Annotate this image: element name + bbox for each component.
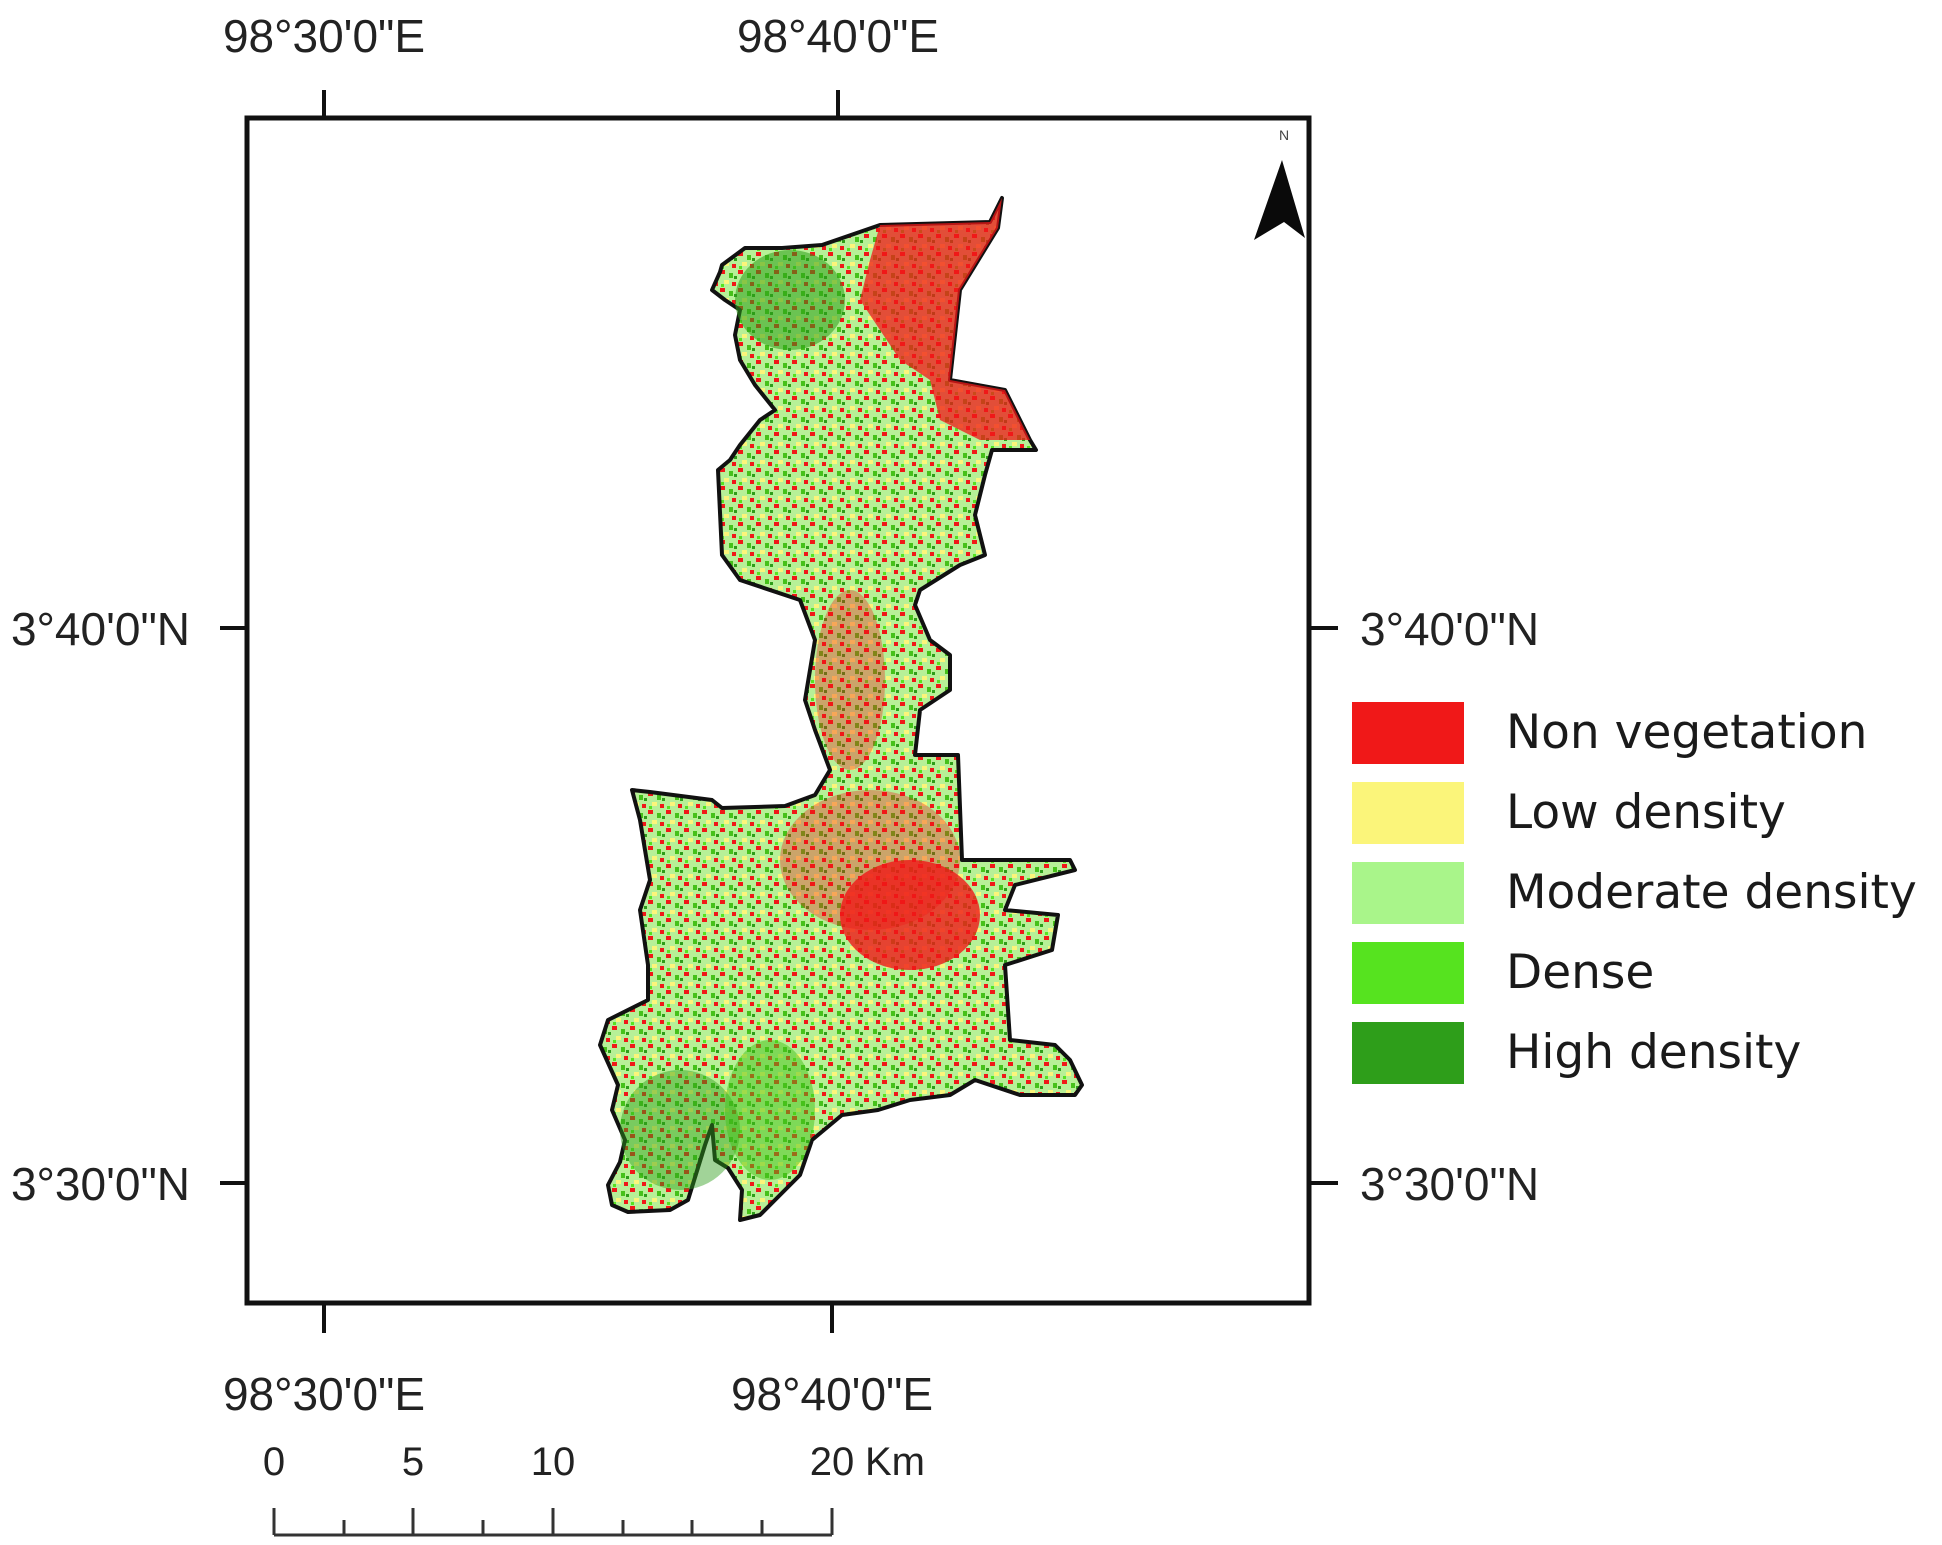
legend-swatch-high-density (1352, 1022, 1464, 1084)
high-density-southwest (620, 1070, 740, 1190)
legend-item-high-density: High density (1352, 1022, 1801, 1084)
top-lon-label-1: 98°30'0"E (223, 10, 425, 62)
study-area-polygon (598, 196, 1084, 1222)
legend-item-non-vegetation: Non vegetation (1352, 702, 1867, 764)
legend-item-moderate-density: Moderate density (1352, 862, 1917, 924)
legend-label-dense: Dense (1506, 945, 1654, 1000)
legend-swatch-moderate-density (1352, 862, 1464, 924)
dense-southcentral (725, 1040, 815, 1180)
top-lon-label-2: 98°40'0"E (737, 10, 939, 62)
left-lat-label-1: 3°40'0"N (11, 603, 190, 655)
north-arrow-label: N (1279, 127, 1289, 143)
non-vegetation-corridor (815, 590, 885, 770)
legend-swatch-dense (1352, 942, 1464, 1004)
right-lat-label-1: 3°40'0"N (1360, 603, 1539, 655)
legend-label-high-density: High density (1506, 1025, 1801, 1080)
legend: Non vegetation Low density Moderate densit… (1352, 702, 1917, 1084)
bottom-lon-label-1: 98°30'0"E (223, 1368, 425, 1420)
scale-label-0: 0 (263, 1440, 285, 1484)
north-arrow-icon (1254, 160, 1305, 240)
legend-label-non-vegetation: Non vegetation (1506, 705, 1867, 760)
bottom-lon-label-2: 98°40'0"E (731, 1368, 933, 1420)
study-area (598, 196, 1084, 1222)
legend-item-low-density: Low density (1352, 782, 1786, 844)
scale-label-20: 20 (810, 1440, 855, 1484)
legend-label-moderate-density: Moderate density (1506, 865, 1917, 920)
high-density-northwest (735, 250, 845, 350)
legend-item-dense: Dense (1352, 942, 1654, 1004)
scale-label-5: 5 (402, 1440, 424, 1484)
north-arrow: N (1254, 127, 1305, 240)
non-vegetation-north (860, 198, 1030, 440)
legend-swatch-non-vegetation (1352, 702, 1464, 764)
legend-swatch-low-density (1352, 782, 1464, 844)
legend-label-low-density: Low density (1506, 785, 1786, 840)
scale-unit-label: Km (865, 1440, 925, 1484)
scale-label-10: 10 (531, 1440, 576, 1484)
right-lat-label-2: 3°30'0"N (1360, 1158, 1539, 1210)
left-lat-label-2: 3°30'0"N (11, 1158, 190, 1210)
scale-bar: 0 5 10 20 Km (263, 1440, 925, 1537)
non-vegetation-central (840, 860, 980, 970)
non-vegetation-central-spread (780, 790, 960, 930)
